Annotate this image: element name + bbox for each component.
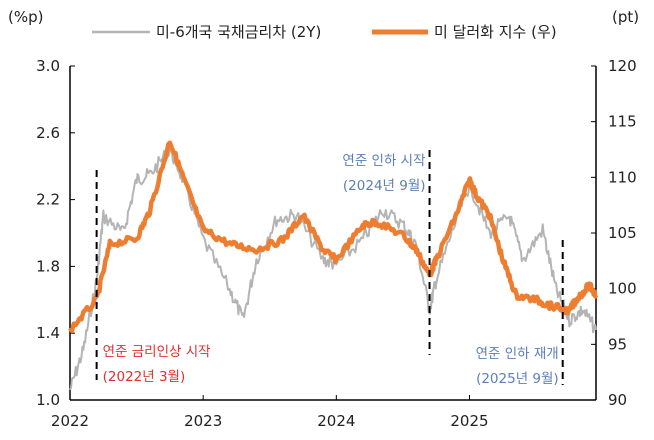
series-line-spread (69, 147, 597, 391)
right-tick-label: 95 (608, 335, 627, 353)
legend-label-spread: 미-6개국 국채금리차 (2Y) (156, 23, 321, 41)
x-tick-label: 2022 (51, 412, 89, 430)
left-tick-label: 1.8 (36, 257, 60, 275)
x-tick-label: 2023 (184, 412, 222, 430)
x-tick-label: 2024 (317, 412, 355, 430)
annotation-label: (2025년 9월) (476, 371, 559, 387)
annotation-label: 연준 인하 재개 (476, 346, 559, 362)
left-tick-label: 2.6 (36, 124, 60, 142)
annotation-label: (2022년 3월) (103, 369, 186, 385)
left-tick-label: 3.0 (36, 57, 60, 75)
right-tick-label: 90 (608, 391, 627, 409)
left-tick-label: 1.0 (36, 391, 60, 409)
annotation-label: 연준 인하 시작 (342, 153, 425, 169)
annotation-label: (2024년 9월) (343, 178, 426, 194)
legend: 미-6개국 국채금리차 (2Y) 미 달러화 지수 (우) (92, 23, 557, 41)
x-tick-label: 2025 (450, 412, 488, 430)
right-tick-label: 120 (608, 57, 637, 75)
right-tick-label: 105 (608, 224, 637, 242)
right-axis-unit: (pt) (612, 8, 639, 26)
annotation-label: 연준 금리인상 시작 (103, 344, 211, 360)
left-tick-label: 2.2 (36, 191, 60, 209)
right-tick-label: 110 (608, 168, 637, 186)
right-tick-label: 100 (608, 280, 637, 298)
legend-label-dxy: 미 달러화 지수 (우) (434, 23, 557, 41)
series-line-dxy (68, 140, 599, 334)
left-axis-unit: (%p) (8, 8, 43, 26)
left-tick-label: 1.4 (36, 324, 60, 342)
right-tick-label: 115 (608, 113, 637, 131)
